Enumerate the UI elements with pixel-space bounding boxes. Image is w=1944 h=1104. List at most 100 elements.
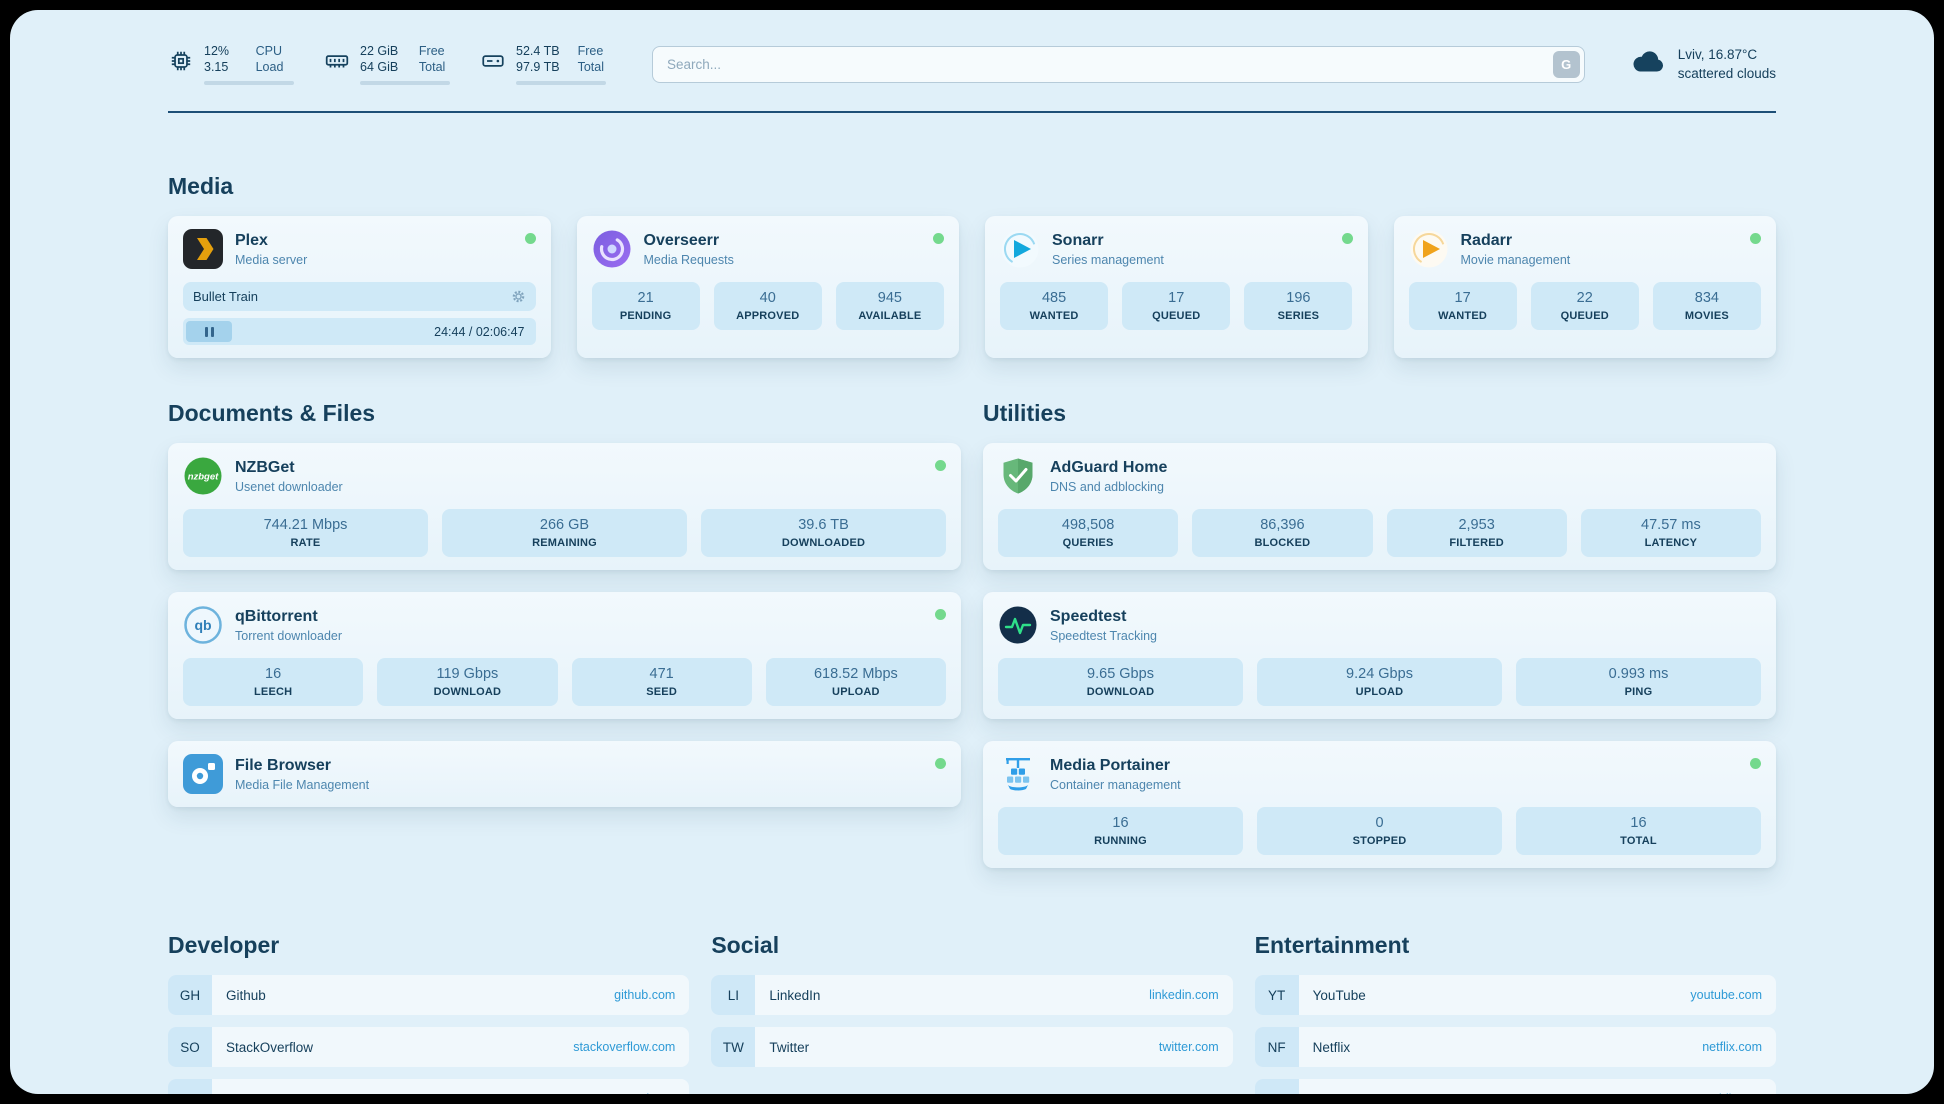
stat-ping: 0.993 ms PING	[1516, 658, 1761, 706]
section-entertainment: Entertainment YT YouTube youtube.com NF …	[1254, 932, 1776, 1094]
app-title: Plex	[235, 231, 268, 249]
qbittorrent-icon: qb	[183, 605, 223, 645]
memory-free-value: 22 GiB	[360, 44, 399, 58]
bookmark-url: youtube.com	[1690, 988, 1762, 1002]
app-card-qbittorrent[interactable]: qb qBittorrent Torrent downloader 16 LEEC…	[168, 592, 961, 719]
app-card-radarr[interactable]: Radarr Movie management 17 WANTED 22 QUEUE…	[1393, 216, 1776, 358]
app-card-speedtest[interactable]: Speedtest Speedtest Tracking 9.65 Gbps DO…	[983, 592, 1776, 719]
app-card-portainer[interactable]: Media Portainer Container management 16 R…	[983, 741, 1776, 868]
cpu-progress-bar	[204, 81, 294, 85]
stat-latency: 47.57 ms LATENCY	[1580, 509, 1761, 557]
bookmark-name: LinkedIn	[769, 987, 821, 1003]
status-dot	[524, 233, 536, 244]
app-title: AdGuard Home	[1050, 458, 1168, 476]
status-dot	[1750, 758, 1761, 769]
disk-icon	[480, 48, 506, 79]
app-title: NZBGet	[235, 458, 295, 476]
app-subtitle: Media server	[235, 252, 308, 267]
app-title: qBittorrent	[235, 607, 318, 625]
bookmark-reddit[interactable]: RE Reddit reddit.com	[1254, 1079, 1776, 1094]
bookmark-url: twitter.com	[1158, 1040, 1219, 1054]
bookmark-linkedin[interactable]: LI LinkedIn linkedin.com	[711, 975, 1233, 1015]
cpu-load-label: Load	[255, 60, 284, 74]
stat-series: 196 SERIES	[1244, 282, 1353, 330]
app-card-overseerr[interactable]: Overseerr Media Requests 21 PENDING 40 APP…	[576, 216, 959, 358]
section-social: Social LI LinkedIn linkedin.com TW Twitt…	[711, 932, 1233, 1067]
cpu-load-value: 3.15	[204, 60, 229, 74]
app-title: Speedtest	[1050, 607, 1127, 625]
app-title: File Browser	[235, 756, 332, 774]
app-title: Sonarr	[1052, 231, 1104, 249]
pause-button[interactable]	[186, 321, 232, 342]
gear-icon[interactable]	[511, 289, 526, 304]
now-playing-title: Bullet Train	[193, 289, 259, 304]
bookmark-abbr: NF	[1254, 1027, 1299, 1067]
section-title-utilities: Utilities	[983, 400, 1067, 426]
app-card-sonarr[interactable]: Sonarr Series management 485 WANTED 17 QUE…	[985, 216, 1368, 358]
memory-progress-bar	[360, 81, 450, 85]
stat-stopped: 0 STOPPED	[1257, 807, 1502, 855]
stat-download: 119 Gbps DOWNLOAD	[377, 658, 558, 706]
top-bar: 12% CPU 3.15 Load 22 GiB Free 64 GiB Tot…	[168, 10, 1776, 85]
memory-widget: 22 GiB Free 64 GiB Total	[324, 44, 450, 85]
cpu-usage-label: CPU	[255, 44, 283, 58]
status-dot	[933, 233, 944, 244]
stat-wanted: 485 WANTED	[1000, 282, 1109, 330]
speedtest-icon	[998, 605, 1038, 645]
stat-downloaded: 39.6 TB DOWNLOADED	[701, 509, 946, 557]
app-subtitle: Usenet downloader	[235, 479, 343, 494]
plex-icon	[183, 229, 223, 269]
section-title-developer: Developer	[168, 932, 280, 958]
app-title: Radarr	[1460, 231, 1513, 249]
bookmark-url: dev.to	[642, 1092, 689, 1094]
bookmark-stackoverflow[interactable]: SO StackOverflow stackoverflow.com	[168, 1027, 690, 1067]
two-column-area: Documents & Files nzbget NZBGet Usenet d…	[168, 400, 1776, 868]
stat-running: 16 RUNNING	[998, 807, 1243, 855]
status-dot	[935, 758, 946, 769]
svg-text:nzbget: nzbget	[188, 472, 219, 483]
app-title: Overseerr	[643, 231, 720, 249]
cloud-icon	[1631, 49, 1667, 81]
memory-free-label: Free	[418, 44, 445, 58]
app-card-plex[interactable]: Plex Media server Bullet Train 24:44 /	[168, 216, 551, 358]
stat-upload: 9.24 Gbps UPLOAD	[1257, 658, 1502, 706]
bookmark-url: reddit.com	[1704, 1092, 1776, 1094]
bookmark-dev[interactable]: DT DEV dev.to	[168, 1079, 690, 1095]
bookmark-abbr: GH	[168, 975, 212, 1015]
app-subtitle: Speedtest Tracking	[1050, 628, 1158, 643]
stat-total: 16 TOTAL	[1516, 807, 1761, 855]
bookmark-name: DEV	[212, 1092, 642, 1095]
section-title-media: Media	[168, 173, 234, 199]
bookmark-name: Github	[226, 987, 266, 1003]
stat-upload: 618.52 Mbps UPLOAD	[765, 658, 946, 706]
app-subtitle: Movie management	[1460, 252, 1571, 267]
app-title: Media Portainer	[1050, 756, 1171, 774]
disk-free-value: 52.4 TB	[516, 44, 560, 58]
stat-seed: 471 SEED	[571, 658, 752, 706]
bookmark-abbr: TW	[711, 1027, 756, 1067]
bookmark-github[interactable]: GH Github github.com	[168, 975, 690, 1015]
app-card-adguard[interactable]: AdGuard Home DNS and adblocking 498,508 Q…	[983, 443, 1776, 570]
playback-time: 24:44 / 02:06:47	[434, 324, 525, 339]
bookmark-youtube[interactable]: YT YouTube youtube.com	[1254, 975, 1776, 1015]
bookmark-twitter[interactable]: TW Twitter twitter.com	[711, 1027, 1233, 1067]
search-bar: G	[652, 46, 1585, 83]
section-title-social: Social	[711, 932, 780, 958]
bookmark-netflix[interactable]: NF Netflix netflix.com	[1254, 1027, 1776, 1067]
memory-total-label: Total	[418, 60, 446, 74]
section-title-documents: Documents & Files	[168, 400, 376, 426]
section-title-entertainment: Entertainment	[1254, 932, 1410, 958]
memory-icon	[324, 48, 350, 79]
media-grid: Plex Media server Bullet Train 24:44 /	[168, 216, 1776, 358]
search-engine-button[interactable]: G	[1552, 51, 1580, 78]
app-card-filebrowser[interactable]: File Browser Media File Management	[168, 741, 961, 807]
section-documents: Documents & Files nzbget NZBGet Usenet d…	[168, 400, 961, 807]
section-media: Media Plex Media server	[168, 173, 1776, 358]
status-dot	[935, 609, 946, 620]
app-card-nzbget[interactable]: nzbget NZBGet Usenet downloader 744.21 M…	[168, 443, 961, 570]
search-input[interactable]	[652, 46, 1585, 83]
status-dot	[1341, 233, 1353, 244]
stat-available: 945 AVAILABLE	[835, 282, 944, 330]
stat-blocked: 86,396 BLOCKED	[1192, 509, 1373, 557]
stat-filtered: 2,953 FILTERED	[1386, 509, 1567, 557]
